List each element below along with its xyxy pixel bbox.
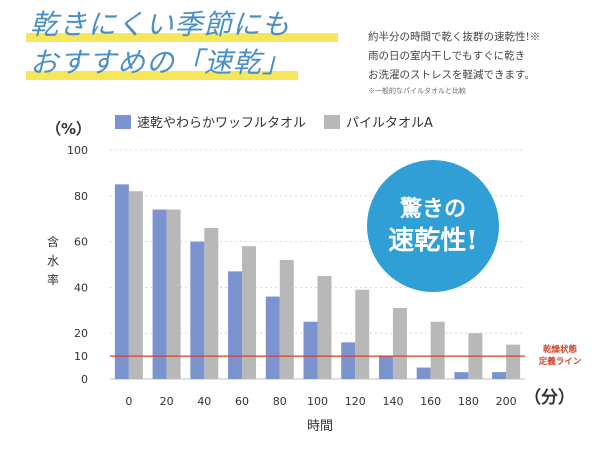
legend-item-waffle: 速乾やわらかワッフルタオル [115, 112, 306, 131]
bar-pile [242, 246, 257, 379]
bar-waffle [114, 184, 129, 379]
bar-pile [204, 227, 219, 379]
y-tick-label: 60 [74, 236, 88, 249]
headline-line-1: 乾きにくい季節にも [26, 6, 360, 44]
description-line-1: 約半分の時間で乾く抜群の速乾性!※ [368, 31, 541, 43]
bar-pile [128, 191, 143, 379]
x-tick-label: 200 [496, 395, 517, 408]
headline: 乾きにくい季節にも おすすめの「速乾」 [26, 6, 360, 82]
dry-line-label: 乾燥状態 定義ライン [520, 344, 600, 368]
x-tick-label: 180 [458, 395, 479, 408]
legend-swatch-pile [324, 114, 341, 129]
x-tick-label: 160 [420, 395, 441, 408]
headline-line-2: おすすめの「速乾」 [26, 44, 360, 82]
bar-pile [317, 275, 332, 379]
bar-waffle [265, 296, 280, 379]
chart-legend: 速乾やわらかワッフルタオル パイルタオルA [115, 112, 451, 131]
legend-swatch-waffle [115, 114, 131, 129]
x-tick-label: 20 [160, 395, 174, 408]
bar-waffle [454, 372, 469, 379]
description-line-2: 雨の日の室内干しでもすぐに乾き [368, 50, 526, 62]
dry-line-label-1: 乾燥状態 [542, 345, 577, 355]
x-tick-label: 100 [307, 395, 328, 408]
y-tick-label: 0 [81, 373, 88, 386]
legend-label-pile: パイルタオルA [346, 116, 433, 131]
bar-pile [392, 308, 407, 379]
bar-waffle [303, 321, 318, 379]
x-tick-label: 0 [125, 395, 132, 408]
x-tick-label: 120 [345, 395, 366, 408]
x-tick-label: 40 [197, 395, 211, 408]
y-tick-label: 10 [74, 350, 88, 363]
quick-dry-badge: 驚きの 速乾性! [367, 160, 499, 292]
bar-waffle [228, 271, 243, 379]
x-axis-label: 時間 [307, 419, 334, 434]
x-tick-label: 60 [235, 395, 249, 408]
description-line-3: お洗濯のストレスを軽減できます。 [368, 69, 535, 81]
bar-waffle [341, 342, 356, 379]
y-tick-label: 80 [74, 190, 88, 203]
description-note: ※一般的なパイルタオルと比較 [368, 87, 466, 95]
x-tick-label: 80 [273, 395, 287, 408]
x-tick-label: 140 [382, 395, 403, 408]
badge-line-1: 驚きの [399, 196, 466, 222]
y-tick-label: 20 [74, 327, 88, 340]
y-tick-label: 100 [67, 144, 88, 157]
legend-label-waffle: 速乾やわらかワッフルタオル [137, 116, 307, 131]
legend-item-pile: パイルタオルA [324, 112, 433, 131]
y-axis-unit: （%） [46, 120, 92, 138]
bar-waffle [190, 241, 205, 379]
bar-waffle [378, 356, 393, 379]
bar-pile [279, 259, 294, 379]
bar-pile [430, 321, 445, 379]
bar-waffle [492, 372, 507, 379]
bar-pile [506, 344, 521, 379]
description: 約半分の時間で乾く抜群の速乾性!※ 雨の日の室内干しでもすぐに乾き お洗濯のスト… [368, 28, 598, 97]
x-axis-unit: （分） [524, 388, 575, 408]
y-tick-label: 40 [74, 281, 88, 294]
dry-line-label-2: 定義ライン [538, 357, 582, 367]
bar-waffle [416, 367, 431, 379]
badge-line-2: 速乾性! [388, 226, 478, 256]
bar-pile [166, 209, 181, 379]
bar-waffle [152, 209, 167, 379]
bar-pile [355, 289, 370, 379]
y-axis-label: 含水率 [46, 235, 59, 287]
